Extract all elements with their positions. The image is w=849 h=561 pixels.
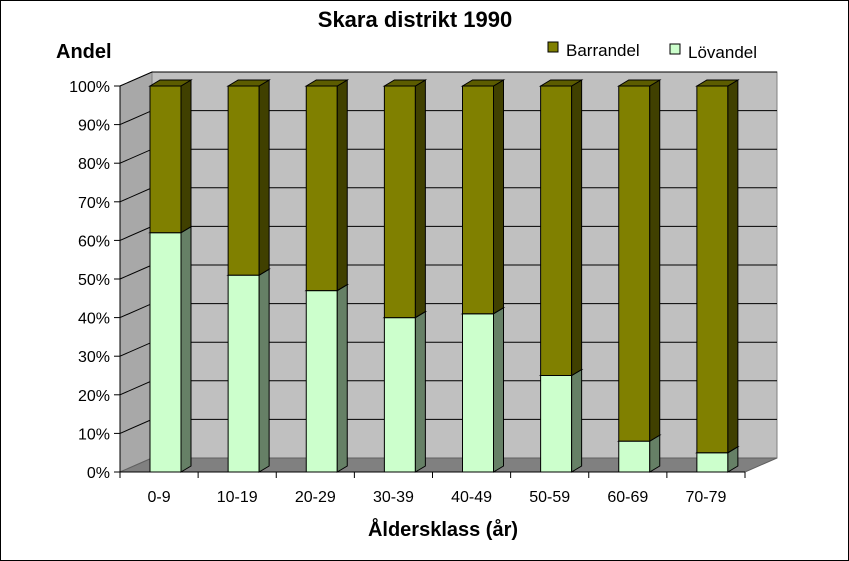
bar-lovandel-50-59-front <box>540 375 573 473</box>
bar-barrandel-60-69-front <box>618 85 651 442</box>
bar-lovandel-20-29-front <box>305 290 338 473</box>
bar-lovandel-20-29-side <box>336 283 348 473</box>
x-tick-label: 0-9 <box>148 489 171 506</box>
bar-barrandel-0-9-top <box>148 79 193 87</box>
y-tick-label: 10% <box>78 426 110 443</box>
bar-lovandel-0-9-side <box>180 225 192 473</box>
bar-barrandel-70-79-top <box>695 79 740 87</box>
y-tick-label: 50% <box>78 272 110 289</box>
bar-lovandel-30-39-side <box>414 310 426 473</box>
x-tick-label: 30-39 <box>373 489 414 506</box>
tick-labels: 0% 10% 20% 30% 40% 50% 60% 70% 80% 90% 100% 0-9 10-1… <box>69 79 726 506</box>
bar-lovandel-0-9 <box>148 225 193 473</box>
bar-barrandel-30-39-top <box>382 79 428 87</box>
x-tick-label: 20-29 <box>295 489 336 506</box>
bar-barrandel-10-19-top <box>226 79 271 87</box>
legend-swatch-barrandel <box>547 41 559 53</box>
legend-label-lovandel: Lövandel <box>688 43 757 62</box>
bar-barrandel-70-79-side <box>727 79 739 454</box>
bar-barrandel-20-29-front <box>305 85 338 292</box>
bar-lovandel-40-49-side <box>493 306 504 473</box>
y-tick-label: 40% <box>78 311 110 328</box>
bar-barrandel-10-19-front <box>227 85 260 276</box>
y-tick-label: 30% <box>78 349 110 366</box>
bar-lovandel-70-79-front <box>696 452 729 473</box>
bar-barrandel-0-9-side <box>180 79 192 234</box>
bar-barrandel-40-49-front <box>462 85 494 315</box>
bar-lovandel-10-19-front <box>227 274 260 473</box>
x-tick-label: 50-59 <box>529 489 570 506</box>
legend: Barrandel Lövandel <box>547 41 757 62</box>
bar-barrandel-60-69-side <box>649 79 661 443</box>
y-tick-label: 100% <box>69 79 110 96</box>
bar-barrandel-20-29-side <box>336 79 348 292</box>
axes <box>114 85 746 478</box>
bar-barrandel-40-49-top <box>460 79 506 87</box>
bar-barrandel-40-49 <box>460 79 506 315</box>
bar-lovandel-20-29 <box>304 283 350 473</box>
x-tick-label: 70-79 <box>685 489 726 506</box>
bar-barrandel-20-29 <box>304 79 350 292</box>
y-axis-title: Andel <box>56 41 112 63</box>
x-tick-label: 10-19 <box>217 489 258 506</box>
bar-barrandel-50-59-top <box>538 79 584 87</box>
bar-barrandel-60-69-top <box>616 79 662 87</box>
floor <box>119 457 778 473</box>
bar-lovandel-50-59 <box>538 368 584 473</box>
x-tick-label: 60-69 <box>607 489 648 506</box>
y-tick-label: 80% <box>78 156 110 173</box>
y-tick-label: 70% <box>78 195 110 212</box>
y-tick-label: 60% <box>78 233 110 250</box>
bar-lovandel-40-49-front <box>462 313 494 473</box>
x-tick-label: 40-49 <box>451 489 492 506</box>
x-axis-title: Åldersklass (år) <box>368 517 518 541</box>
bar-lovandel-50-59-side <box>571 368 583 473</box>
bar-barrandel-20-29-top <box>304 79 350 87</box>
bar-barrandel-50-59-side <box>571 79 583 377</box>
bar-barrandel-30-39 <box>382 79 428 319</box>
bar-lovandel-0-9-front <box>149 232 182 473</box>
bar-barrandel-50-59 <box>538 79 584 377</box>
y-tick-label: 20% <box>78 388 110 405</box>
gridline <box>119 71 777 87</box>
bar-lovandel-10-19 <box>226 268 271 473</box>
legend-label-barrandel: Barrandel <box>566 41 640 60</box>
chart-title: Skara distrikt 1990 <box>318 7 512 32</box>
y-tick-label: 0% <box>87 465 110 482</box>
bars <box>148 79 740 473</box>
bar-lovandel-30-39-front <box>383 317 416 473</box>
legend-swatch-lovandel <box>669 43 681 55</box>
bar-barrandel-60-69 <box>616 79 662 443</box>
bar-barrandel-70-79 <box>695 79 740 454</box>
bar-lovandel-40-49 <box>460 306 506 473</box>
bar-barrandel-30-39-side <box>414 79 426 319</box>
bar-barrandel-10-19 <box>226 79 271 277</box>
y-tick-label: 90% <box>78 118 110 135</box>
plot-walls <box>119 71 778 473</box>
bar-barrandel-50-59-front <box>540 85 573 376</box>
bar-lovandel-30-39 <box>382 310 428 473</box>
bar-barrandel-10-19-side <box>258 79 270 277</box>
bar-barrandel-0-9-front <box>149 85 182 234</box>
bar-lovandel-10-19-side <box>258 268 270 473</box>
bar-lovandel-60-69-front <box>618 440 651 473</box>
bar-barrandel-40-49-side <box>493 79 504 315</box>
bar-barrandel-0-9 <box>148 79 193 234</box>
bar-barrandel-30-39-front <box>383 85 416 319</box>
bar-barrandel-70-79-front <box>696 85 729 454</box>
